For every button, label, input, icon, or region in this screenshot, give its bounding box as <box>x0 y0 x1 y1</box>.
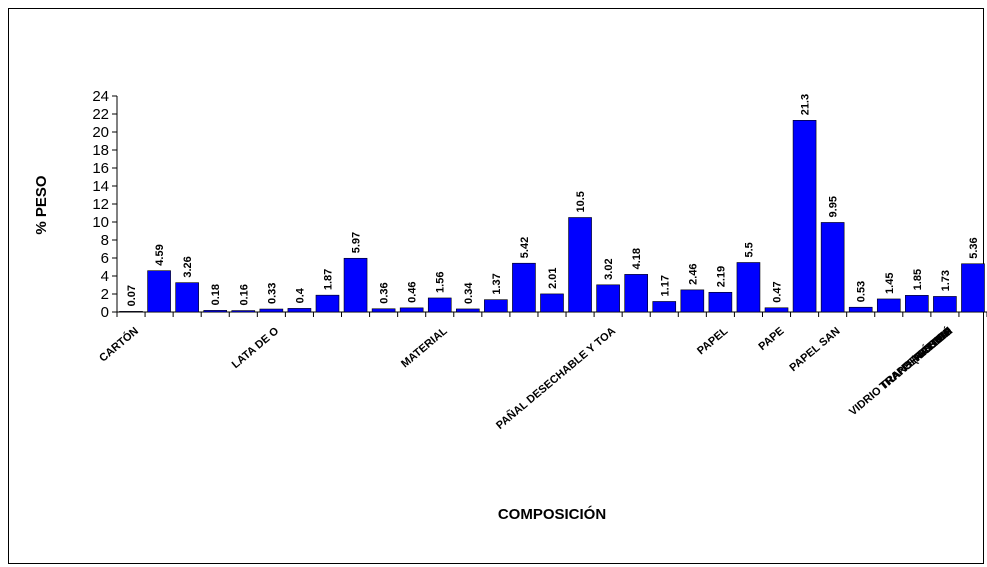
bar <box>540 293 564 313</box>
data-labels: 0.07 4.59 3.26 0.18 0.16 0.33 0.4 1.87 5.97 0.36 0… <box>126 94 980 306</box>
bar <box>315 294 340 313</box>
x-axis-title: COMPOSICIÓN <box>498 505 606 523</box>
y-tick-label: 20 <box>92 124 109 141</box>
bar <box>399 307 424 313</box>
data-label: 2.46 <box>687 263 699 284</box>
bar <box>652 301 677 313</box>
y-tick-label: 0 <box>101 304 109 321</box>
data-label: 21.3 <box>800 94 812 115</box>
data-label: 0.47 <box>772 281 784 302</box>
bar <box>203 310 228 313</box>
bar <box>624 274 649 313</box>
bar <box>905 295 929 313</box>
bar <box>820 222 845 313</box>
y-tick-label: 6 <box>101 250 109 267</box>
bar <box>455 308 480 313</box>
data-label: 0.36 <box>379 282 391 303</box>
data-label: 1.37 <box>491 273 503 294</box>
y-tick-label: 10 <box>92 214 109 231</box>
bar <box>427 297 452 313</box>
category-labels: CARTÓN LATA DE O MATERIAL PAÑAL DESECHABLE … <box>97 324 956 432</box>
data-label: 0.07 <box>126 285 138 306</box>
data-label: 0.16 <box>238 284 250 305</box>
bar <box>231 310 256 313</box>
y-tick-label: 12 <box>92 196 109 213</box>
data-label: 5.36 <box>968 237 980 258</box>
data-label: 0.46 <box>407 281 419 302</box>
bar <box>680 289 705 313</box>
bar <box>764 307 789 313</box>
bar <box>568 217 592 313</box>
data-label: 5.42 <box>519 237 531 258</box>
data-label: 1.87 <box>322 269 334 290</box>
data-label: 1.17 <box>659 275 671 296</box>
data-label: 5.5 <box>743 242 755 257</box>
bar <box>596 284 620 313</box>
category-label: LATA DE O <box>230 325 282 371</box>
bar <box>512 262 536 313</box>
bar <box>175 282 199 313</box>
data-label: 1.73 <box>940 270 952 291</box>
data-label: 4.59 <box>154 244 166 265</box>
data-label: 2.01 <box>547 267 559 288</box>
data-label: 0.4 <box>294 287 306 303</box>
data-label: 4.18 <box>631 248 643 269</box>
bar <box>848 306 873 313</box>
y-tick-label: 16 <box>92 160 109 177</box>
data-label: 2.19 <box>715 266 727 287</box>
bar <box>933 296 957 313</box>
y-tick-label: 18 <box>92 142 109 159</box>
bar <box>343 257 368 313</box>
bar <box>259 308 284 313</box>
y-tick-label: 22 <box>92 106 109 123</box>
data-label: 9.95 <box>828 196 840 217</box>
bar <box>119 311 143 313</box>
category-label: MATERIAL <box>399 325 450 370</box>
data-label: 3.26 <box>182 256 194 277</box>
category-label: PAPEL <box>695 325 730 357</box>
y-tick-label: 8 <box>101 232 109 249</box>
bar <box>961 263 985 313</box>
y-tick-label: 14 <box>92 178 109 195</box>
bar <box>708 291 733 313</box>
category-label: VIDRIO TRANSPARENTE <box>847 325 955 418</box>
data-label: 1.85 <box>912 269 924 290</box>
bar <box>287 308 312 313</box>
data-label: 3.02 <box>603 258 615 279</box>
bar <box>792 120 817 313</box>
category-label: PAPE <box>756 325 786 353</box>
bars <box>119 120 985 313</box>
category-label: PAPEL SAN <box>787 325 842 374</box>
y-tick-label: 24 <box>92 88 109 105</box>
data-label: 10.5 <box>575 191 587 212</box>
y-tick-label: 2 <box>101 286 109 303</box>
data-label: 5.97 <box>351 232 363 253</box>
category-label: PAÑAL DESECHABLE Y TOA <box>493 324 618 432</box>
bar <box>147 270 171 313</box>
data-label: 1.56 <box>435 272 447 293</box>
data-label: 0.33 <box>266 283 278 304</box>
category-label: CARTÓN <box>97 324 141 364</box>
bar <box>371 308 396 313</box>
y-axis-title: % PESO <box>33 175 50 235</box>
data-label: 0.34 <box>463 282 475 304</box>
data-label: 0.18 <box>210 284 222 305</box>
bar <box>736 262 761 313</box>
y-tick-label: 4 <box>101 268 109 285</box>
data-label: 1.45 <box>884 273 896 294</box>
bar <box>876 298 901 313</box>
bar <box>484 299 508 313</box>
data-label: 0.53 <box>856 281 868 302</box>
